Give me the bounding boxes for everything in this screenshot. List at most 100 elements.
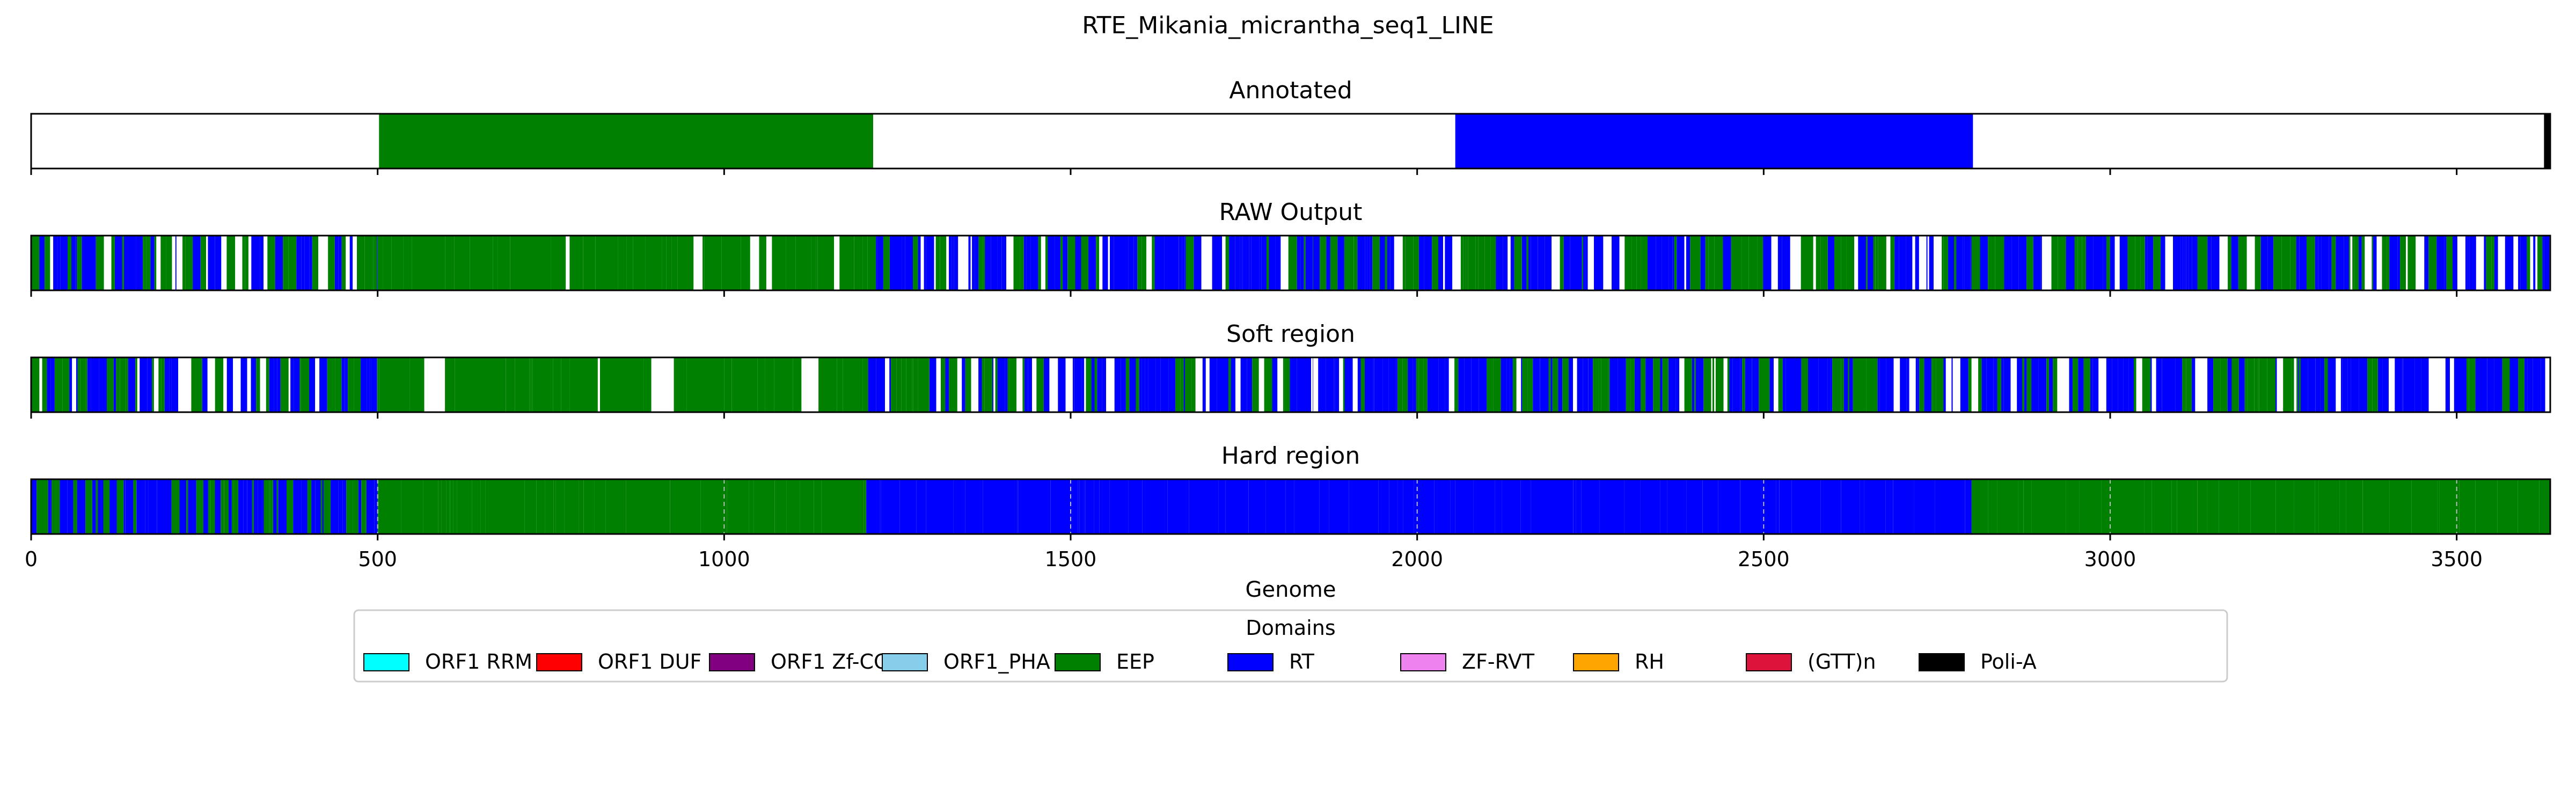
stripe <box>348 357 354 412</box>
stripe <box>2140 236 2145 290</box>
stripe <box>1272 357 1278 412</box>
stripe <box>1479 357 1483 412</box>
stripe <box>1640 479 1660 534</box>
stripe <box>2051 236 2058 290</box>
stripe <box>1502 479 1521 534</box>
stripe <box>231 479 234 534</box>
stripe <box>1288 236 1292 290</box>
stripe <box>1088 236 1096 290</box>
stripe <box>816 236 818 290</box>
stripe <box>1114 236 1121 290</box>
stripe <box>2069 357 2073 412</box>
stripe <box>1125 357 1130 412</box>
stripe <box>491 236 493 290</box>
stripe <box>1275 236 1281 290</box>
stripe <box>161 357 165 412</box>
stripe <box>2344 236 2350 290</box>
stripe <box>1562 357 1569 412</box>
stripe <box>1142 479 1161 534</box>
stripe <box>862 357 868 412</box>
stripe <box>1443 236 1445 290</box>
stripe <box>128 357 136 412</box>
stripe <box>2291 357 2294 412</box>
stripe <box>2359 357 2368 412</box>
stripe <box>412 236 426 290</box>
stripe <box>85 357 87 412</box>
stripe <box>99 357 107 412</box>
stripe <box>579 479 584 534</box>
stripe <box>240 357 247 412</box>
stripe <box>2260 236 2268 290</box>
stripe <box>1964 236 1971 290</box>
stripe <box>1402 236 1406 290</box>
stripe <box>1184 236 1186 290</box>
stripe <box>172 236 175 290</box>
stripe <box>111 236 115 290</box>
stripe <box>2416 236 2425 290</box>
stripe <box>2351 357 2359 412</box>
stripe <box>1671 357 1676 412</box>
stripe <box>2093 236 2099 290</box>
stripe <box>1097 357 1102 412</box>
stripe <box>991 236 998 290</box>
stripe <box>1445 357 1449 412</box>
stripe <box>818 357 837 412</box>
stripe <box>116 357 120 412</box>
stripe <box>1759 357 1763 412</box>
stripe <box>341 479 343 534</box>
stripe <box>1048 236 1055 290</box>
stripe <box>1252 357 1259 412</box>
stripe <box>277 357 281 412</box>
stripe <box>2238 357 2245 412</box>
stripe <box>2266 479 2269 534</box>
stripe <box>1109 479 1129 534</box>
stripe <box>1201 236 1208 290</box>
stripe <box>2306 479 2315 534</box>
stripe <box>1933 357 1936 412</box>
stripe <box>2465 236 2468 290</box>
stripe <box>2161 236 2165 290</box>
stripe <box>1185 357 1192 412</box>
stripe <box>445 357 447 412</box>
stripe <box>589 357 598 412</box>
stripe <box>2023 479 2032 534</box>
stripe <box>621 357 644 412</box>
stripe <box>1179 236 1182 290</box>
stripe <box>158 357 162 412</box>
stripe <box>256 357 260 412</box>
legend-swatch <box>1746 653 1792 671</box>
stripe <box>2500 479 2518 534</box>
stripe <box>1320 236 1327 290</box>
stripe <box>1078 479 1080 534</box>
stripe <box>1847 479 1860 534</box>
stripe <box>1408 357 1413 412</box>
stripe <box>1793 357 1802 412</box>
stripe <box>1484 236 1491 290</box>
stripe <box>1277 357 1283 412</box>
stripe <box>353 479 358 534</box>
stripe <box>891 357 897 412</box>
stripe <box>1060 236 1063 290</box>
stripe <box>1879 357 1886 412</box>
stripe <box>101 479 104 534</box>
stripe <box>2486 236 2492 290</box>
stripe <box>1679 357 1685 412</box>
stripe <box>378 479 401 534</box>
stripe <box>2180 236 2183 290</box>
stripe <box>1251 236 1260 290</box>
stripe <box>1742 357 1745 412</box>
legend-title: Domains <box>1246 616 1335 640</box>
stripe <box>374 236 377 290</box>
stripe <box>1487 357 1494 412</box>
stripe <box>1694 357 1696 412</box>
legend-label: ORF1_PHA <box>943 650 1050 674</box>
stripe <box>572 236 583 290</box>
stripe <box>2467 357 2469 412</box>
stripe <box>1810 479 1821 534</box>
stripe <box>702 236 705 290</box>
x-tick-label: 3500 <box>2431 547 2483 571</box>
stripe <box>115 236 122 290</box>
stripe <box>2407 236 2416 290</box>
stripe <box>1424 236 1432 290</box>
legend-label: ZF-RVT <box>1462 650 1535 674</box>
